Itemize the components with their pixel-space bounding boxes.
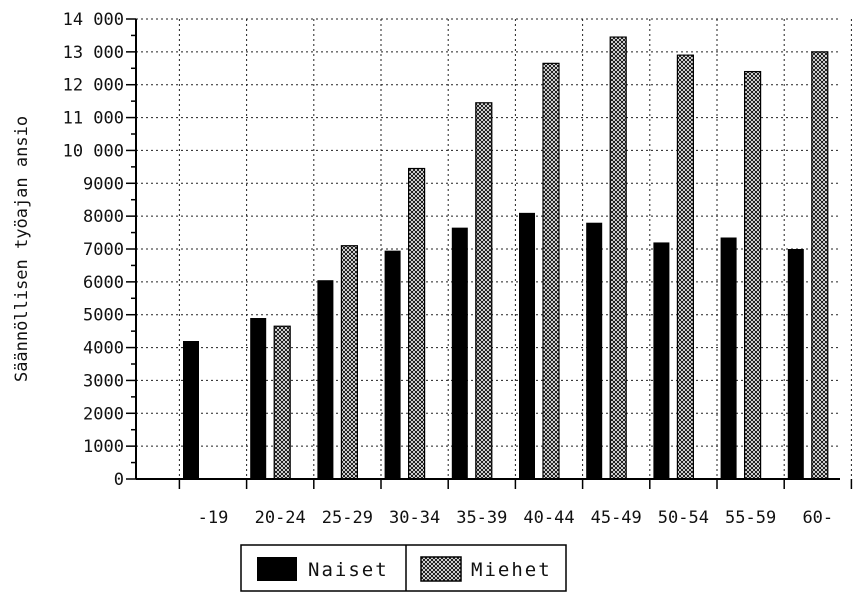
bar-naiset <box>183 341 199 479</box>
x-tick-label: 30-34 <box>389 508 440 528</box>
y-tick-label: 12 000 <box>63 76 124 96</box>
bar-naiset <box>787 249 804 479</box>
y-tick-label: 11 000 <box>63 109 124 129</box>
y-tick-label: 4000 <box>83 339 124 359</box>
bar-naiset <box>586 222 603 479</box>
x-tick-label: 35-39 <box>456 508 507 528</box>
legend: Naiset Miehet <box>240 544 567 592</box>
bar-naiset <box>317 280 334 479</box>
bar-miehet <box>743 70 762 480</box>
legend-swatch-miehet <box>420 556 462 582</box>
legend-label-naiset: Naiset <box>308 559 389 581</box>
bar-miehet <box>273 325 291 480</box>
y-tick-label: 2000 <box>83 404 124 424</box>
x-tick-label: 45-49 <box>591 508 642 528</box>
y-tick-label: 7000 <box>83 240 124 260</box>
y-tick-label: 0 <box>114 470 124 490</box>
x-tick-label: 25-29 <box>322 508 373 528</box>
x-tick-label: 40-44 <box>523 508 574 528</box>
bars <box>183 36 829 480</box>
bar-miehet <box>408 167 426 480</box>
legend-label-miehet: Miehet <box>471 559 552 581</box>
legend-swatch-naiset <box>257 557 297 581</box>
bar-naiset <box>250 318 267 479</box>
y-tick-label: 10 000 <box>63 141 124 161</box>
x-tick-label: 60- <box>802 508 833 528</box>
bar-naiset <box>451 227 468 479</box>
x-tick-label: -19 <box>198 508 229 528</box>
y-tick-label: 5000 <box>83 306 124 326</box>
bar-naiset <box>384 250 401 479</box>
x-tick-labels: -19 20-24 25-29 30-34 35-39 40-44 45-49 50-54 55… <box>198 508 834 528</box>
y-tick-label: 3000 <box>83 371 124 391</box>
x-tick-label: 50-54 <box>658 508 709 528</box>
y-tick-label: 14 000 <box>63 10 124 30</box>
bar-naiset <box>653 242 670 479</box>
y-tick-label: 1000 <box>83 437 124 457</box>
y-tick-label: 6000 <box>83 273 124 293</box>
bar-miehet <box>609 36 627 480</box>
bar-naiset <box>720 237 737 479</box>
y-tick-labels: 0 1000 2000 3000 4000 5000 6000 7000 8000 9000 10 … <box>63 10 124 490</box>
y-axis-title: Säännöllisen työajan ansio <box>12 116 32 382</box>
bar-miehet <box>811 51 829 480</box>
bar-miehet <box>475 102 493 480</box>
bar-naiset <box>519 212 535 479</box>
y-tick-label: 13 000 <box>63 43 124 63</box>
axes <box>126 18 853 489</box>
y-tick-label: 8000 <box>83 207 124 227</box>
bar-miehet <box>542 62 560 480</box>
y-tick-label: 9000 <box>83 174 124 194</box>
bar-miehet <box>676 54 695 480</box>
x-tick-label: 20-24 <box>255 508 306 528</box>
bar-miehet <box>340 245 358 480</box>
x-tick-label: 55-59 <box>725 508 776 528</box>
